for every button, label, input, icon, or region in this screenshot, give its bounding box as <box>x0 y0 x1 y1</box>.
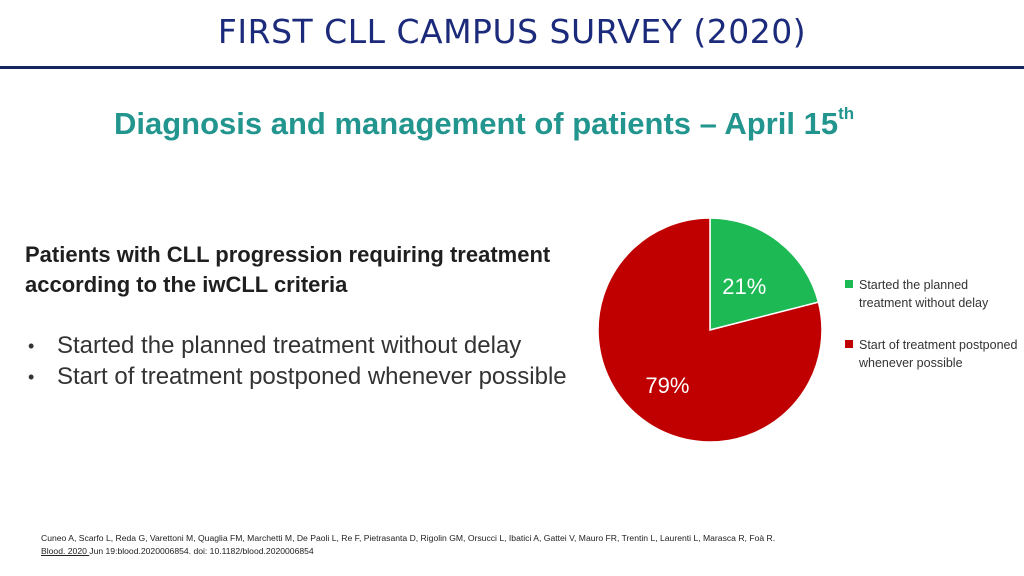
bullet-dot-icon: • <box>28 367 35 387</box>
citation-details: Jun 19:blood.2020006854. doi: 10.1182/bl… <box>89 546 314 556</box>
pie-chart: 21% 79% <box>590 210 830 450</box>
bullet-text: Start of treatment postponed whenever po… <box>57 363 567 390</box>
pie-chart-svg: 21% 79% <box>597 217 823 443</box>
legend-item: Started the planned treatment without de… <box>845 276 1020 312</box>
legend-label: Started the planned treatment without de… <box>859 278 989 310</box>
bullet-dot-icon: • <box>28 336 35 356</box>
subtitle-text: Diagnosis and management of patients – A… <box>114 106 839 141</box>
bullet-item: • Started the planned treatment without d… <box>25 331 585 361</box>
pie-data-label: 21% <box>722 274 766 299</box>
text-heading: Patients with CLL progression requiring … <box>25 242 551 297</box>
subtitle-superscript: th <box>838 104 855 123</box>
citation: Cuneo A, Scarfo L, Reda G, Varettoni M, … <box>41 532 1001 558</box>
pie-data-label: 79% <box>645 373 689 398</box>
bullet-item: • Start of treatment postponed whenever p… <box>25 362 585 392</box>
citation-line1: Cuneo A, Scarfo L, Reda G, Varettoni M, … <box>41 533 776 543</box>
legend-label: Start of treatment postponed whenever po… <box>859 338 1018 370</box>
legend-item: Start of treatment postponed whenever po… <box>845 336 1020 372</box>
legend-swatch <box>845 280 853 288</box>
bullet-text: Started the planned treatment without de… <box>57 332 522 359</box>
pie-slice <box>709 217 820 331</box>
chart-legend: Started the planned treatment without de… <box>845 276 1020 396</box>
slide-subtitle: Diagnosis and management of patients – A… <box>114 104 855 142</box>
slide-title: FIRST CLL CAMPUS SURVEY (2020) <box>217 12 807 51</box>
pie-slice <box>597 217 823 443</box>
title-divider <box>0 66 1024 69</box>
bullet-list: • Started the planned treatment without d… <box>25 331 585 393</box>
legend-swatch <box>845 340 853 348</box>
citation-journal-link[interactable]: Blood. 2020 <box>41 546 90 556</box>
citation-line2: Blood. 2020 Jun 19:blood.2020006854. doi… <box>41 545 1001 558</box>
